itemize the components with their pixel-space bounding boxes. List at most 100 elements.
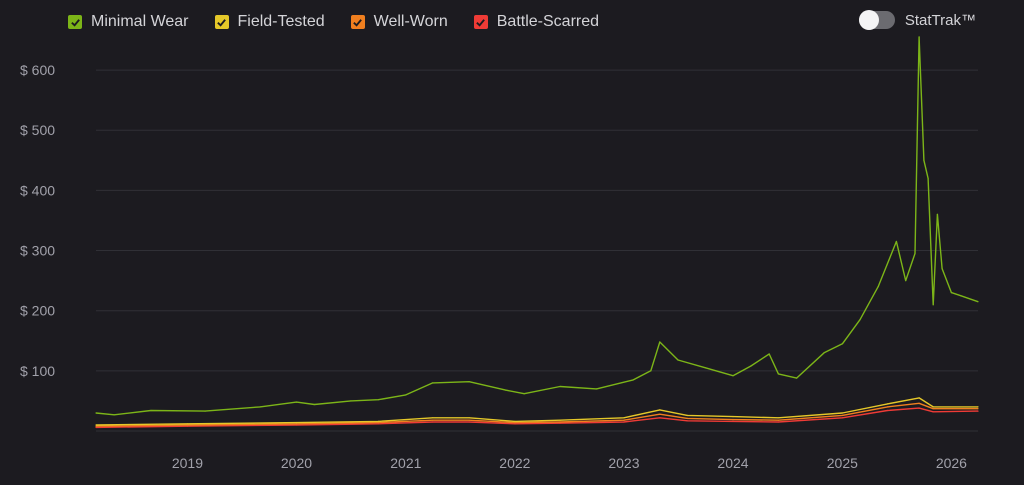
- data-point: [841, 417, 844, 419]
- legend-label: Well-Worn: [373, 13, 448, 30]
- data-point: [295, 424, 298, 426]
- data-point: [659, 341, 661, 343]
- data-point: [895, 240, 898, 243]
- data-point: [377, 423, 379, 425]
- data-point: [204, 410, 206, 412]
- data-point: [405, 394, 407, 396]
- data-point: [468, 381, 470, 383]
- data-point: [632, 379, 634, 381]
- data-point: [777, 417, 780, 419]
- data-point: [932, 408, 934, 410]
- checkbox-icon: [68, 15, 82, 29]
- data-point: [186, 423, 188, 425]
- data-point: [295, 401, 298, 403]
- data-point: [932, 304, 934, 306]
- data-point: [918, 402, 920, 404]
- data-point: [977, 406, 979, 408]
- series-line: [95, 407, 979, 429]
- series-line: [95, 397, 978, 426]
- data-point: [936, 213, 939, 215]
- data-point: [877, 286, 879, 288]
- stattrak-toggle-group: StatTrak™: [858, 10, 976, 30]
- legend-item-minimal-wear[interactable]: Minimal Wear: [68, 13, 189, 31]
- data-point: [932, 406, 934, 408]
- data-point: [559, 422, 561, 424]
- stattrak-toggle[interactable]: [858, 10, 895, 30]
- data-point: [704, 367, 707, 369]
- data-point: [432, 419, 434, 421]
- data-point: [514, 420, 516, 422]
- legend-item-field-tested[interactable]: Field-Tested: [214, 13, 325, 31]
- data-point: [732, 375, 734, 377]
- data-point: [295, 422, 298, 424]
- data-point: [918, 36, 920, 38]
- data-point: [150, 409, 152, 412]
- legend-item-battle-scarred[interactable]: Battle-Scarred: [473, 13, 599, 31]
- data-point: [918, 397, 920, 399]
- data-point: [186, 424, 188, 426]
- series-line: [95, 402, 978, 427]
- y-tick-label: $ 600: [20, 62, 55, 78]
- data-point: [777, 421, 780, 423]
- data-point: [623, 419, 625, 421]
- data-point: [95, 426, 97, 428]
- data-point: [595, 388, 598, 390]
- x-tick-label: 2021: [390, 455, 421, 471]
- toggle-knob: [858, 10, 879, 30]
- y-tick-label: $ 100: [20, 363, 55, 379]
- data-point: [823, 352, 825, 354]
- data-point: [686, 414, 688, 416]
- data-point: [886, 409, 889, 412]
- data-point: [559, 421, 561, 423]
- data-point: [259, 406, 261, 408]
- data-point: [977, 408, 979, 410]
- data-point: [768, 353, 770, 355]
- data-point: [732, 419, 734, 421]
- data-point: [659, 413, 661, 415]
- data-point: [186, 425, 188, 427]
- data-point: [659, 417, 661, 419]
- data-point: [914, 252, 916, 255]
- series-battle-scarred: [95, 407, 979, 429]
- x-tick-label: 2025: [827, 455, 858, 471]
- checkbox-icon: [473, 15, 488, 29]
- y-tick-label: $ 300: [20, 243, 55, 259]
- data-point: [432, 421, 434, 423]
- data-point: [95, 424, 97, 426]
- data-point: [468, 421, 470, 423]
- data-point: [377, 422, 379, 424]
- data-point: [295, 423, 298, 425]
- data-point: [686, 417, 688, 419]
- data-point: [927, 177, 929, 179]
- data-point: [941, 268, 943, 270]
- y-tick-label: $ 200: [20, 303, 55, 319]
- series-minimal-wear: [95, 36, 979, 416]
- series-well-worn: [95, 402, 979, 427]
- data-point: [623, 421, 625, 423]
- data-point: [686, 420, 688, 422]
- data-point: [950, 292, 953, 294]
- data-point: [777, 419, 780, 421]
- series-field-tested: [95, 397, 979, 426]
- data-point: [677, 359, 679, 361]
- data-point: [313, 403, 315, 406]
- data-point: [113, 414, 115, 416]
- data-point: [796, 377, 798, 379]
- data-point: [505, 389, 507, 391]
- data-point: [559, 385, 561, 388]
- data-point: [514, 423, 516, 425]
- chart-legend: Minimal Wear Field-Tested Well-Worn Battle-…: [68, 12, 625, 32]
- stattrak-label: StatTrak™: [904, 11, 976, 29]
- legend-item-well-worn[interactable]: Well-Worn: [350, 13, 448, 31]
- data-point: [623, 417, 625, 419]
- x-tick-label: 2023: [608, 455, 639, 471]
- x-tick-label: 2024: [717, 455, 748, 471]
- y-tick-label: $ 500: [20, 122, 55, 138]
- data-point: [841, 343, 844, 345]
- data-point: [977, 410, 979, 412]
- data-point: [918, 407, 920, 409]
- data-point: [886, 403, 889, 405]
- legend-label: Field-Tested: [237, 13, 325, 30]
- x-tick-label: 2022: [499, 455, 530, 471]
